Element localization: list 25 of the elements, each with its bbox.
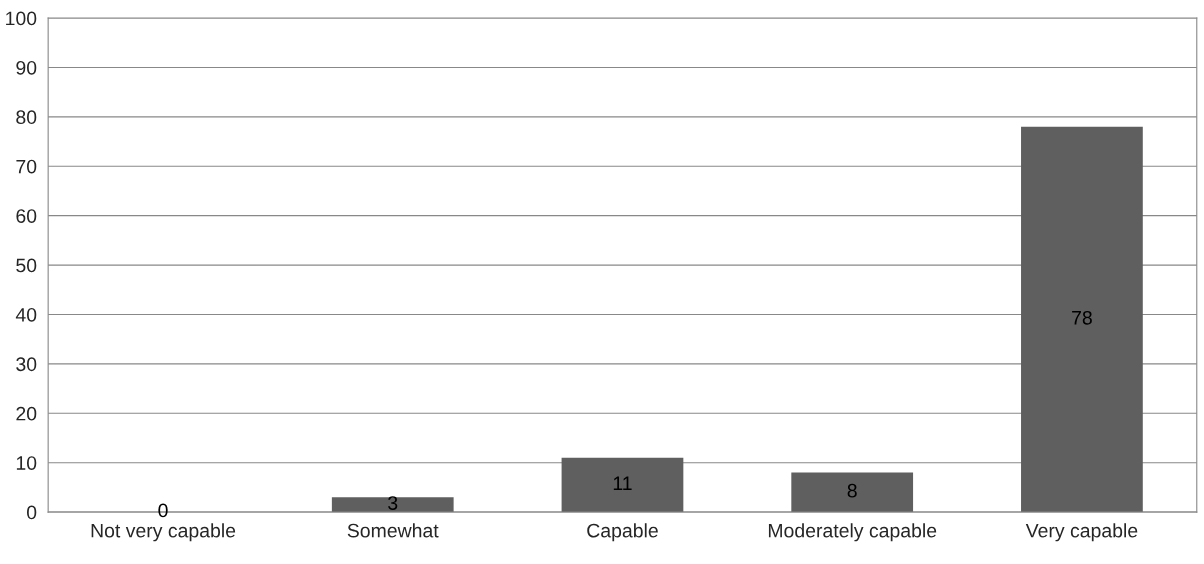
y-tick-label: 0 [27,505,37,520]
y-tick-label: 50 [16,258,37,273]
data-label: 8 [847,483,857,498]
y-tick-label: 60 [16,209,37,223]
y-tick-label: 40 [15,307,37,322]
x-tick-label: Not very capable [91,523,236,542]
bar [561,457,684,513]
x-tick-label: Very capable [1025,523,1138,542]
y-tick-label: 100 [6,11,37,26]
x-tick-label: Moderately capable [768,523,937,542]
bar [331,497,454,513]
data-label: 78 [1072,310,1092,325]
y-tick-label: 80 [16,110,37,125]
data-label: 3 [388,496,398,510]
y-tick-label: 10 [16,456,37,470]
bar [1021,126,1143,513]
y-tick-label: 90 [16,60,37,75]
y-tick-label: 20 [16,406,37,421]
data-label: 11 [613,476,632,490]
data-label: 0 [158,503,168,518]
x-tick-label: Capable [587,523,658,542]
x-tick-label: Somewhat [347,523,439,538]
bar [791,472,914,513]
y-tick-label: 30 [16,357,37,372]
y-tick-label: 70 [16,159,37,174]
